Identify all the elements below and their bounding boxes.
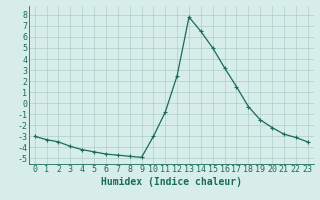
X-axis label: Humidex (Indice chaleur): Humidex (Indice chaleur)	[101, 177, 242, 187]
